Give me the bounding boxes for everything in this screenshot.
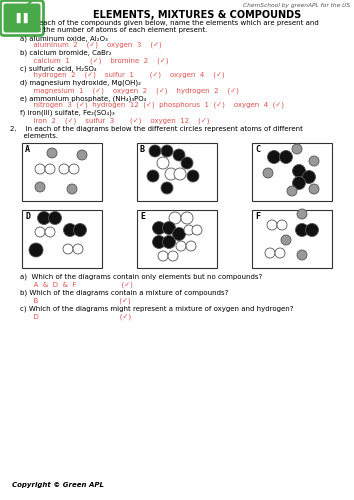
Text: ▐ ▌: ▐ ▌ — [13, 13, 31, 23]
Circle shape — [48, 212, 62, 224]
Circle shape — [162, 236, 176, 248]
Text: c) Which of the diagrams might represent a mixture of oxygen and hydrogen?: c) Which of the diagrams might represent… — [20, 306, 293, 312]
Text: elements.: elements. — [10, 133, 58, 139]
Text: ChemSchool by greenAPL for the US: ChemSchool by greenAPL for the US — [243, 3, 350, 8]
Circle shape — [158, 251, 168, 261]
Text: aluminum  2    (✓)    oxygen  3    (✓): aluminum 2 (✓) oxygen 3 (✓) — [20, 42, 162, 48]
Circle shape — [63, 224, 76, 236]
Circle shape — [280, 150, 292, 164]
Circle shape — [153, 236, 166, 248]
Circle shape — [74, 224, 86, 236]
Circle shape — [306, 224, 319, 236]
Circle shape — [35, 164, 45, 174]
Text: f) iron(III) sulfate, Fe₂(SO₄)₃: f) iron(III) sulfate, Fe₂(SO₄)₃ — [20, 110, 115, 116]
Text: c) sulfuric acid, H₂SO₄: c) sulfuric acid, H₂SO₄ — [20, 65, 97, 71]
Circle shape — [157, 157, 169, 169]
Circle shape — [267, 220, 277, 230]
Circle shape — [169, 212, 181, 224]
Circle shape — [277, 220, 287, 230]
Circle shape — [184, 225, 194, 235]
Text: d) magnesium hydroxide, Mg(OH)₂: d) magnesium hydroxide, Mg(OH)₂ — [20, 80, 141, 86]
Circle shape — [187, 170, 199, 182]
Circle shape — [161, 145, 173, 157]
Circle shape — [296, 224, 308, 236]
Text: D: D — [25, 212, 30, 221]
Text: 1.    For each of the compounds given below, name the elements which are present: 1. For each of the compounds given below… — [10, 20, 319, 26]
Circle shape — [45, 164, 55, 174]
Circle shape — [297, 209, 307, 219]
Circle shape — [265, 248, 275, 258]
Text: state the number of atoms of each element present.: state the number of atoms of each elemen… — [10, 27, 207, 33]
Text: b) calcium bromide, CaBr₂: b) calcium bromide, CaBr₂ — [20, 50, 112, 56]
Circle shape — [281, 235, 291, 245]
Circle shape — [309, 156, 319, 166]
Circle shape — [173, 149, 185, 161]
Circle shape — [168, 251, 178, 261]
Text: B                                    (✓): B (✓) — [20, 298, 131, 304]
Circle shape — [147, 170, 159, 182]
Circle shape — [287, 186, 297, 196]
FancyBboxPatch shape — [22, 210, 102, 268]
Circle shape — [172, 228, 185, 240]
Circle shape — [59, 164, 69, 174]
Circle shape — [161, 182, 173, 194]
Circle shape — [63, 244, 73, 254]
Circle shape — [165, 168, 177, 180]
Text: hydrogen  2    (✓)    sulfur  1       (✓)    oxygen  4    (✓): hydrogen 2 (✓) sulfur 1 (✓) oxygen 4 (✓) — [20, 72, 225, 78]
Circle shape — [47, 148, 57, 158]
FancyBboxPatch shape — [22, 143, 102, 201]
Circle shape — [292, 144, 302, 154]
Circle shape — [35, 182, 45, 192]
Circle shape — [38, 212, 51, 224]
FancyBboxPatch shape — [137, 210, 217, 268]
Text: C: C — [255, 145, 260, 154]
FancyBboxPatch shape — [4, 4, 40, 32]
Circle shape — [73, 244, 83, 254]
Text: Copyright © Green APL: Copyright © Green APL — [12, 482, 104, 488]
Circle shape — [263, 168, 273, 178]
Text: ELEMENTS, MIXTURES & COMPOUNDS: ELEMENTS, MIXTURES & COMPOUNDS — [93, 10, 301, 20]
FancyBboxPatch shape — [0, 0, 44, 35]
Circle shape — [292, 164, 306, 177]
Circle shape — [67, 184, 77, 194]
Circle shape — [149, 145, 161, 157]
Circle shape — [309, 184, 319, 194]
Text: D                                    (✓): D (✓) — [20, 314, 131, 320]
Text: a)  Which of the diagrams contain only elements but no compounds?: a) Which of the diagrams contain only el… — [20, 274, 262, 280]
Circle shape — [153, 222, 166, 234]
Circle shape — [69, 164, 79, 174]
Circle shape — [176, 241, 186, 251]
Text: magnesium  1    (✓)    oxygen  2    (✓)    hydrogen  2    (✓): magnesium 1 (✓) oxygen 2 (✓) hydrogen 2 … — [20, 87, 239, 94]
Circle shape — [275, 248, 285, 258]
FancyBboxPatch shape — [137, 143, 217, 201]
Circle shape — [192, 225, 202, 235]
Circle shape — [162, 222, 176, 234]
FancyBboxPatch shape — [252, 210, 332, 268]
FancyBboxPatch shape — [252, 143, 332, 201]
Text: e) ammonium phosphate, (NH₄)₃PO₄: e) ammonium phosphate, (NH₄)₃PO₄ — [20, 95, 146, 102]
Circle shape — [303, 170, 315, 183]
Text: A: A — [25, 145, 30, 154]
Text: B: B — [140, 145, 145, 154]
Circle shape — [29, 243, 43, 257]
Circle shape — [292, 176, 306, 190]
Circle shape — [268, 150, 280, 164]
Text: iron  2    (✓)    sulfur  3       (✓)    oxygen  12    (✓): iron 2 (✓) sulfur 3 (✓) oxygen 12 (✓) — [20, 117, 210, 123]
Circle shape — [181, 212, 193, 224]
Circle shape — [297, 250, 307, 260]
Circle shape — [174, 168, 186, 180]
Text: b) Which of the diagrams contain a mixture of compounds?: b) Which of the diagrams contain a mixtu… — [20, 290, 228, 296]
Circle shape — [35, 227, 45, 237]
Circle shape — [45, 227, 55, 237]
Circle shape — [181, 157, 193, 169]
Text: 2.    In each of the diagrams below the different circles represent atoms of dif: 2. In each of the diagrams below the dif… — [10, 126, 303, 132]
Text: F: F — [255, 212, 260, 221]
Text: E: E — [140, 212, 145, 221]
Text: calcium  1         (✓)    bromine  2    (✓): calcium 1 (✓) bromine 2 (✓) — [20, 57, 169, 64]
Text: a) aluminum oxide, Al₂O₃: a) aluminum oxide, Al₂O₃ — [20, 35, 108, 42]
Text: A  &  D  &  F                    (✓): A & D & F (✓) — [20, 282, 133, 288]
Circle shape — [77, 150, 87, 160]
Circle shape — [186, 241, 196, 251]
Text: nitrogen  3  (✓)  hydrogen  12  (✓)  phosphorus  1  (✓)    oxygen  4  (✓): nitrogen 3 (✓) hydrogen 12 (✓) phosphoru… — [20, 102, 284, 108]
